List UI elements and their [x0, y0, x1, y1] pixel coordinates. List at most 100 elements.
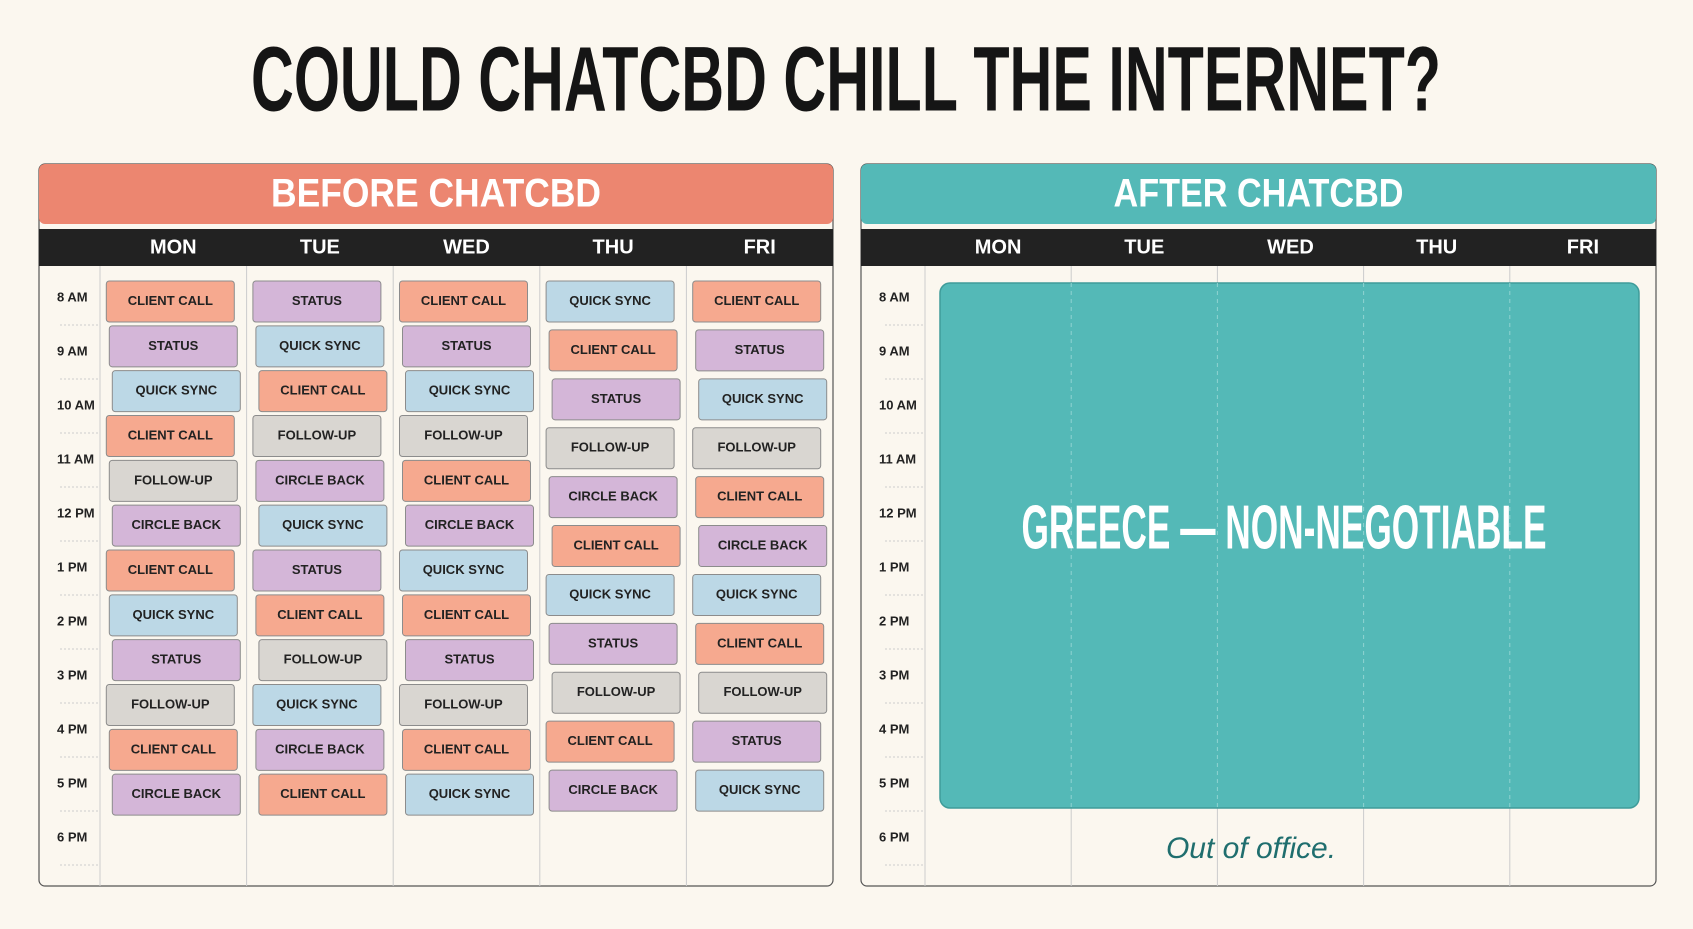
event-block [105, 549, 235, 592]
event-label: CLIENT CALL [421, 293, 506, 308]
event-block [258, 370, 388, 413]
panel-header [39, 164, 833, 224]
time-label: 9 AM [57, 343, 88, 358]
vacation-block [939, 282, 1640, 809]
event-block [258, 773, 388, 816]
event-block [548, 329, 678, 372]
time-label: 9 AM [879, 343, 910, 358]
event-label: STATUS [148, 338, 198, 353]
event-block [405, 504, 534, 547]
event-label: CLIENT CALL [567, 733, 652, 748]
day-label: TUE [1124, 236, 1164, 258]
event-block [698, 378, 828, 421]
panel-title: AFTER CHATCBD [1114, 172, 1404, 216]
event-label: FOLLOW-UP [134, 472, 213, 487]
event-label: CLIENT CALL [128, 427, 213, 442]
event-label: CLIENT CALL [280, 383, 365, 398]
event-block [258, 504, 388, 547]
event-block [105, 415, 235, 457]
event-block [548, 476, 678, 519]
event-label: CLIENT CALL [714, 293, 799, 308]
event-label: QUICK SYNC [429, 383, 511, 398]
event-label: QUICK SYNC [282, 517, 364, 532]
event-label: CIRCLE BACK [275, 472, 365, 487]
event-label: STATUS [588, 635, 638, 650]
event-label: CIRCLE BACK [425, 517, 515, 532]
day-label: TUE [300, 236, 340, 258]
day-label: THU [1416, 236, 1457, 258]
event-block [405, 639, 534, 682]
event-label: FOLLOW-UP [571, 440, 650, 455]
event-label: STATUS [292, 562, 342, 577]
day-label: MON [150, 236, 197, 258]
time-label: 1 PM [879, 559, 909, 574]
day-label: FRI [744, 236, 776, 258]
event-label: QUICK SYNC [569, 586, 651, 601]
event-block [108, 728, 238, 771]
event-block [692, 573, 822, 616]
event-block [399, 549, 528, 592]
event-block [402, 459, 531, 502]
event-block [108, 459, 238, 502]
day-label: WED [443, 236, 490, 258]
event-label: QUICK SYNC [132, 607, 214, 622]
event-block [402, 728, 531, 771]
event-label: QUICK SYNC [716, 586, 798, 601]
event-label: STATUS [591, 391, 641, 406]
event-label: QUICK SYNC [429, 786, 511, 801]
event-label: QUICK SYNC [719, 782, 801, 797]
event-block [111, 504, 241, 547]
time-label: 6 PM [879, 829, 909, 844]
day-label: MON [975, 236, 1022, 258]
event-label: CLIENT CALL [280, 786, 365, 801]
time-label: 12 PM [879, 505, 917, 520]
event-block [402, 325, 531, 368]
event-label: CIRCLE BACK [132, 517, 222, 532]
event-label: CIRCLE BACK [568, 489, 658, 504]
event-block [545, 720, 675, 763]
event-label: FOLLOW-UP [131, 696, 210, 711]
event-label: CIRCLE BACK [132, 786, 222, 801]
event-block [695, 769, 825, 812]
event-label: CLIENT CALL [424, 741, 509, 756]
event-label: CLIENT CALL [128, 293, 213, 308]
event-block [692, 427, 822, 470]
event-label: QUICK SYNC [279, 338, 361, 353]
event-block [695, 622, 825, 665]
day-bar [861, 229, 1656, 266]
event-block [545, 280, 675, 323]
event-label: FOLLOW-UP [717, 440, 796, 455]
time-label: 4 PM [879, 721, 909, 736]
event-label: FOLLOW-UP [284, 652, 363, 667]
event-block [399, 684, 528, 726]
event-label: FOLLOW-UP [278, 427, 357, 442]
panel-header [861, 164, 1656, 224]
time-label: 2 PM [879, 613, 909, 628]
event-label: QUICK SYNC [276, 696, 358, 711]
event-block [255, 325, 385, 368]
event-block [405, 773, 534, 816]
event-block [551, 671, 681, 714]
event-block [551, 525, 681, 568]
time-label: 11 AM [57, 451, 94, 466]
event-label: STATUS [735, 342, 785, 357]
event-block [551, 378, 681, 421]
event-label: CIRCLE BACK [275, 741, 365, 756]
time-label: 2 PM [57, 613, 87, 628]
event-block [252, 684, 382, 726]
event-label: STATUS [441, 338, 491, 353]
event-block [698, 671, 828, 714]
event-label: CLIENT CALL [128, 562, 213, 577]
event-block [399, 280, 528, 323]
event-block [105, 684, 235, 726]
event-block [111, 773, 241, 816]
event-block [548, 769, 678, 812]
event-block [548, 622, 678, 665]
event-label: STATUS [292, 293, 342, 308]
time-label: 3 PM [57, 667, 87, 682]
time-label: 12 PM [57, 505, 95, 520]
event-block [111, 370, 241, 413]
event-label: CLIENT CALL [717, 489, 802, 504]
time-label: 10 AM [57, 397, 95, 412]
